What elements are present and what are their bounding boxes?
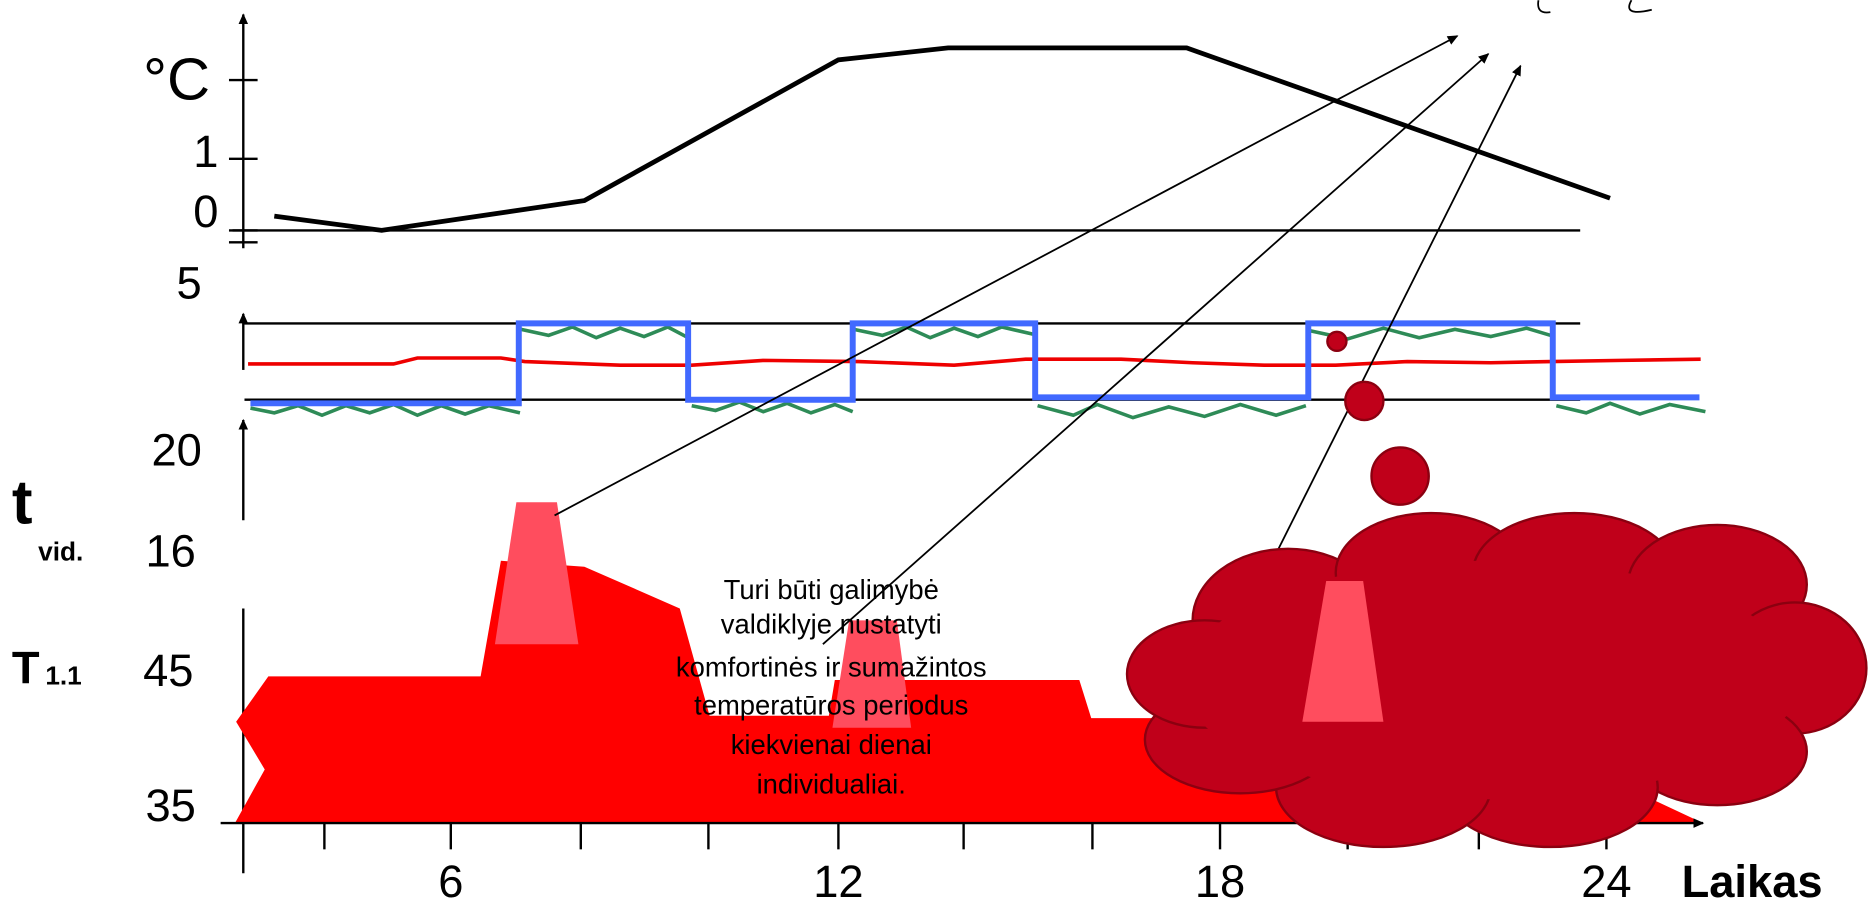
noise-line xyxy=(1038,405,1306,418)
peak-marker xyxy=(495,502,578,644)
noise-line xyxy=(1556,403,1705,414)
noise-line xyxy=(692,402,853,413)
tick-label: 0 xyxy=(193,186,218,237)
page: {"outdoor_axis": {"unit": "°C", "ticks":… xyxy=(0,0,1870,908)
time-tick-label: 24 xyxy=(1581,856,1631,907)
callout-line: Turi būti galimybė xyxy=(724,574,939,605)
callout-line: individualiai. xyxy=(757,768,906,799)
tick-label: 16 xyxy=(145,526,195,577)
pointer-arrow xyxy=(555,36,1458,515)
room-temp-actual xyxy=(248,358,1701,365)
axis-sublabel: 1.1 xyxy=(45,661,81,691)
callout-line: valdiklyje nustatyti xyxy=(721,609,942,640)
time-axis-label: Laikas xyxy=(1682,856,1823,907)
axis-sublabel: vid. xyxy=(38,537,83,567)
time-tick-label: 18 xyxy=(1195,856,1245,907)
callout-line: temperatūros periodus xyxy=(694,690,968,721)
noise-line xyxy=(521,327,688,338)
outdoor-temperature-line xyxy=(274,48,1610,230)
noise-line xyxy=(854,327,1033,338)
tick-label: 45 xyxy=(143,645,193,696)
axis-label: T xyxy=(12,643,40,694)
callout-line: komfortinės ir sumažintos xyxy=(676,652,987,683)
tick-label: 5 xyxy=(177,257,202,308)
diagram: °C 1 0 5 20 t vid. 16 T 1.1 45 35 6 12 1… xyxy=(0,0,1870,908)
tick-label: 35 xyxy=(145,780,195,831)
tick-label: 1 xyxy=(193,126,218,177)
time-tick-label: 12 xyxy=(813,856,863,907)
cut-shape xyxy=(1538,0,1652,12)
cloud-fill xyxy=(1181,561,1801,800)
tick-label: 20 xyxy=(151,424,201,475)
axis-label: t xyxy=(12,468,33,537)
unit-label: °C xyxy=(143,45,210,112)
callout-line: kiekvienai dienai xyxy=(731,729,932,760)
time-tick-label: 6 xyxy=(438,856,463,907)
